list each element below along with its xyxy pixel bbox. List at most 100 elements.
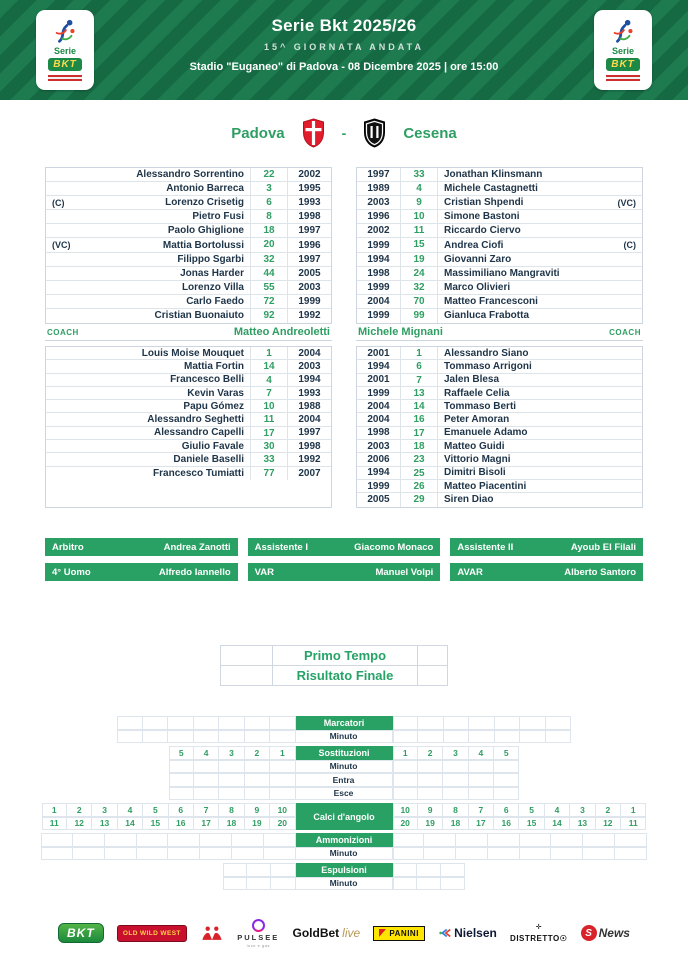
serie-bkt-logo: Serie BKT bbox=[594, 10, 652, 90]
player-row: 1999 32 Marco Olivieri bbox=[357, 280, 642, 295]
shirt-number: 10 bbox=[250, 400, 288, 413]
event-blank-cell bbox=[456, 846, 488, 860]
official-bar: Assistente I Giacomo Monaco bbox=[247, 538, 441, 556]
birth-year: 2004 bbox=[367, 414, 390, 426]
event-section: Ammonizioni Minuto bbox=[0, 833, 688, 860]
grid-cells bbox=[168, 786, 296, 800]
coaches-row: COACH Matteo Andreoletti Michele Mignani… bbox=[45, 324, 643, 341]
grid-cells: 20 19 18 17 16 15 14 13 12 11 bbox=[392, 816, 647, 830]
coach-label: COACH bbox=[609, 327, 641, 337]
shirt-number: 17 bbox=[250, 426, 288, 440]
event-number-cell: 5 bbox=[519, 803, 545, 817]
official-role: 4° Uomo bbox=[52, 566, 91, 578]
event-blank-cell bbox=[494, 759, 520, 773]
player-name: Paolo Ghiglione bbox=[167, 225, 244, 237]
event-number-cell: 12 bbox=[595, 816, 622, 830]
event-number-cell: 14 bbox=[544, 816, 571, 830]
event-blank-cell bbox=[219, 773, 245, 787]
sponsor-strip: BKT OLD WILD WEST PULSEE luce e gas Gold… bbox=[58, 912, 630, 954]
event-blank-cell bbox=[168, 773, 194, 787]
player-row: 2006 23 Vittorio Magni bbox=[357, 453, 642, 467]
shirt-number: 13 bbox=[400, 386, 438, 400]
event-blank-cell bbox=[270, 759, 296, 773]
captain-marker: (VC) bbox=[52, 240, 71, 251]
event-blank-cell bbox=[193, 729, 219, 743]
event-blank-cell bbox=[222, 863, 247, 877]
event-number-cell: 17 bbox=[468, 816, 495, 830]
event-blank-cell bbox=[244, 729, 270, 743]
event-blank-cell bbox=[246, 876, 272, 890]
birth-year: 2006 bbox=[367, 454, 390, 466]
official-name: Ayoub El Filali bbox=[570, 541, 636, 553]
player-name: Carlo Faedo bbox=[186, 295, 244, 307]
final-result-row: Risultato Finale bbox=[221, 666, 447, 685]
event-blank-cell bbox=[456, 833, 488, 847]
birth-year: 2003 bbox=[367, 197, 390, 209]
birth-year: 1989 bbox=[367, 183, 390, 195]
event-blank-cell bbox=[424, 833, 457, 847]
player-name: Dimitri Bisoli bbox=[444, 467, 506, 479]
event-number-cell: 9 bbox=[417, 803, 444, 817]
event-blank-cell bbox=[219, 786, 245, 800]
event-blank-cell bbox=[392, 833, 425, 847]
grid-cells: 10 9 8 7 6 5 4 3 2 1 bbox=[392, 803, 647, 817]
shirt-number: 18 bbox=[400, 440, 438, 453]
event-number-cell: 20 bbox=[270, 816, 296, 830]
player-name-cell: Cristian Buonaiuto bbox=[46, 309, 250, 323]
shirt-number: 19 bbox=[400, 252, 438, 266]
player-row: 1994 25 Dimitri Bisoli bbox=[357, 466, 642, 480]
player-name: Giulio Favale bbox=[181, 440, 244, 452]
event-blank-cell bbox=[468, 773, 495, 787]
grid-cells bbox=[392, 863, 466, 877]
player-name: Cristian Buonaiuto bbox=[154, 310, 244, 322]
distretto-logo: ✛ DISTRETTO☉ bbox=[510, 924, 567, 943]
match-events-grid: Marcatori Minuto 5 4 3 2 1 Sostituzioni 1 2 3 4 5 Min… bbox=[0, 716, 688, 893]
birth-year: 1999 bbox=[298, 295, 321, 307]
grid-cells bbox=[117, 729, 296, 743]
shirt-number: 77 bbox=[250, 466, 288, 480]
event-blank-cell bbox=[583, 846, 616, 860]
matchday-subtitle: 15^ GIORNATA ANDATA bbox=[264, 42, 424, 52]
event-number-cell: 5 bbox=[143, 803, 169, 817]
goldbet-live: live bbox=[342, 926, 361, 940]
event-blank-cell bbox=[469, 716, 495, 730]
birth-year: 1997 bbox=[367, 169, 390, 181]
minuto-label: Minuto bbox=[295, 876, 393, 890]
player-name: Andrea Ciofi bbox=[444, 239, 504, 251]
official-name: Giacomo Monaco bbox=[354, 541, 434, 553]
event-blank-cell bbox=[487, 833, 520, 847]
player-row: 2004 14 Tommaso Berti bbox=[357, 400, 642, 414]
player-name: Pietro Fusi bbox=[192, 211, 244, 223]
shirt-number: 1 bbox=[400, 347, 438, 360]
event-number-cell: 1 bbox=[41, 803, 67, 817]
shirt-number: 99 bbox=[400, 308, 438, 324]
player-row: Francesco Belli 4 1994 bbox=[46, 373, 331, 387]
away-starting-xi-table: 1997 33 Jonathan Klinsmann 1989 4 Michele Cas… bbox=[356, 167, 643, 325]
ammonizioni-header: Ammonizioni bbox=[295, 833, 393, 847]
event-row: Minuto bbox=[0, 759, 688, 773]
event-number-cell: 4 bbox=[117, 803, 144, 817]
player-name: Cristian Shpendi bbox=[444, 197, 524, 209]
player-name: Matteo Guidi bbox=[444, 440, 505, 452]
player-name-cell: Francesco Belli bbox=[46, 374, 250, 386]
player-name-cell: Alessandro Capelli bbox=[46, 427, 250, 439]
event-blank-cell bbox=[168, 729, 194, 743]
event-blank-cell bbox=[615, 846, 647, 860]
grid-cells bbox=[392, 846, 647, 860]
event-blank-cell bbox=[244, 773, 271, 787]
home-bench-table: Louis Moise Mouquet 1 2004 Mattia Fortin 14 2… bbox=[45, 346, 332, 508]
venue-line: Stadio "Euganeo" di Padova - 08 Dicembre… bbox=[189, 61, 499, 73]
shirt-number: 7 bbox=[250, 386, 288, 400]
event-number-cell: 4 bbox=[468, 746, 495, 760]
distretto-icon: ✛ bbox=[535, 923, 542, 931]
player-row: (VC) Mattia Bortolussi 20 1996 bbox=[46, 238, 331, 253]
player-name-cell: Simone Bastoni bbox=[438, 210, 642, 223]
event-blank-cell bbox=[222, 876, 247, 890]
home-coach-block: COACH Matteo Andreoletti bbox=[45, 324, 332, 341]
event-number-cell: 2 bbox=[417, 746, 444, 760]
player-name: Louis Moise Mouquet bbox=[141, 347, 244, 359]
player-name-cell: Antonio Barreca bbox=[46, 182, 250, 195]
player-name-cell: Vittorio Magni bbox=[438, 453, 642, 465]
shirt-number: 6 bbox=[400, 360, 438, 373]
